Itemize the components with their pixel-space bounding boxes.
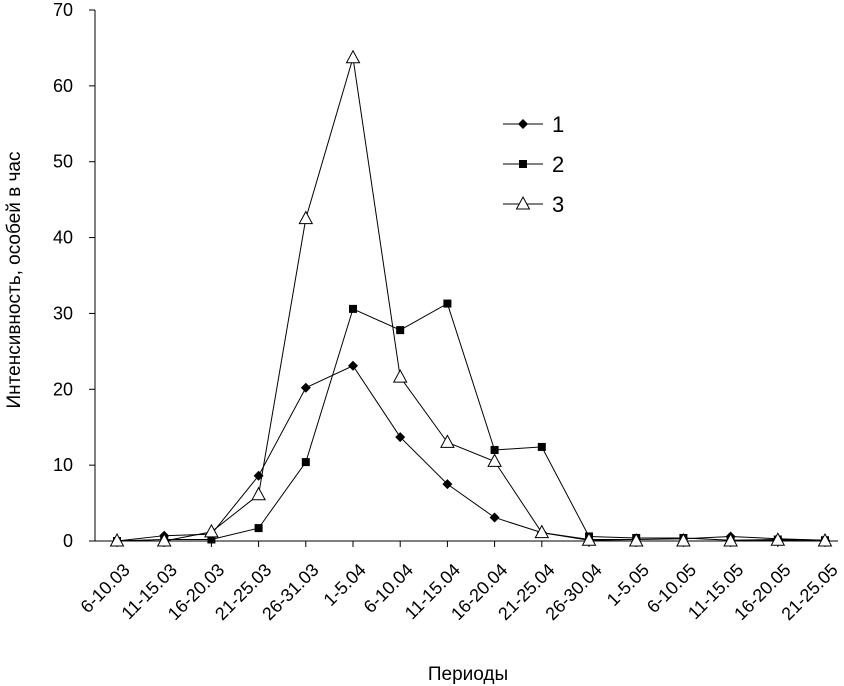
series-3-point	[628, 532, 644, 547]
series-2-point	[301, 458, 310, 467]
series-3-point	[109, 532, 125, 547]
series-2-point	[490, 445, 499, 454]
series-1-point	[395, 432, 406, 443]
legend-entry: 3	[503, 192, 564, 217]
legend-entry: 2	[503, 152, 564, 177]
legend-label: 1	[552, 112, 564, 137]
y-tick-label: 0	[63, 531, 73, 551]
series-2-point	[254, 524, 263, 533]
series-2-point	[443, 299, 452, 308]
y-tick-label: 20	[53, 379, 73, 399]
legend-marker	[518, 119, 528, 129]
series-1-point	[489, 512, 500, 523]
series-3-point	[817, 532, 833, 547]
series-1-line	[116, 365, 826, 542]
y-tick-label: 70	[53, 0, 73, 20]
series-3-point	[770, 532, 786, 546]
legend-marker	[519, 160, 527, 168]
series-3-point	[440, 434, 455, 448]
series-3-point	[723, 532, 738, 547]
y-axis-title: Интенсивность, особей в час	[4, 152, 25, 409]
y-tick-label: 50	[53, 152, 73, 172]
legend-label: 3	[552, 192, 564, 217]
y-tick-label: 40	[53, 228, 73, 248]
series-3-point	[581, 532, 597, 546]
series-2-point	[207, 535, 216, 544]
series-2	[113, 299, 829, 545]
legend-label: 2	[552, 152, 564, 177]
legend-entry: 1	[503, 112, 564, 137]
series-1	[112, 360, 830, 546]
series-3-line	[117, 57, 826, 542]
series-1-point	[442, 479, 453, 490]
y-tick-label: 10	[53, 455, 73, 475]
series-3-point	[298, 210, 314, 225]
series-3-point	[204, 523, 219, 538]
series-2-line	[116, 302, 826, 542]
series-3-point	[676, 532, 691, 547]
series-layer	[109, 49, 833, 547]
series-3-point	[534, 524, 550, 539]
series-3-point	[392, 369, 408, 383]
series-3	[109, 49, 833, 547]
series-2-point	[349, 304, 357, 313]
series-3-point	[345, 49, 361, 64]
y-axis: 0 10 20 30 40 50 60 70	[53, 0, 96, 551]
legend: 1 2 3	[503, 112, 564, 217]
series-2-point	[396, 326, 405, 335]
series-3-point	[156, 532, 172, 547]
y-tick-label: 60	[53, 76, 73, 96]
y-tick-label: 30	[53, 303, 73, 323]
series-3-point	[251, 486, 266, 501]
x-axis-title: Периоды	[428, 664, 508, 685]
series-2-point	[537, 442, 546, 451]
x-axis: 6-10.0311-15.0316-20.0321-25.0326-31.031…	[77, 540, 842, 624]
legend-marker	[515, 195, 531, 210]
series-1-point	[348, 360, 358, 371]
series-3-point	[487, 453, 502, 467]
series-1-point	[300, 382, 311, 393]
